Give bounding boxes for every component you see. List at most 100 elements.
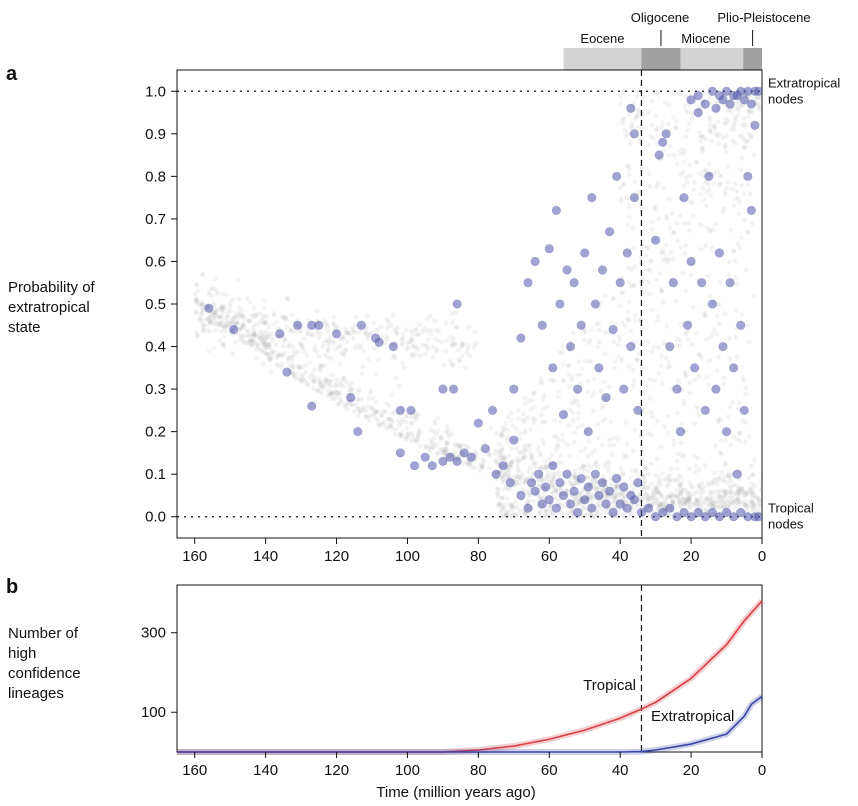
node-point: [679, 507, 689, 518]
panel-a-x-tick-label: 20: [683, 548, 700, 565]
panel-a-y-tick-label: 0.2: [145, 424, 166, 441]
node-point: [714, 512, 725, 522]
panel-b-ylabel-line-2: confidence: [8, 665, 81, 682]
panel-b-ylabel-line-1: high: [8, 645, 36, 662]
node-point: [438, 456, 448, 467]
node-point: [736, 320, 746, 330]
node-point: [601, 499, 611, 509]
node-point: [729, 363, 739, 373]
node-point: [466, 452, 476, 462]
node-point: [523, 503, 533, 513]
node-point: [612, 473, 622, 484]
panel-b-label: b: [6, 576, 18, 598]
epoch-label-2: Miocene: [681, 31, 730, 46]
panel-b-x-tick-label: 120: [324, 762, 349, 779]
node-point: [732, 469, 742, 479]
node-point: [690, 363, 700, 373]
panel-b-ylabel-line-3: lineages: [8, 685, 64, 702]
node-point: [704, 171, 714, 181]
node-point: [573, 384, 583, 394]
node-point: [633, 478, 643, 488]
node-point: [668, 278, 678, 288]
node-point: [498, 461, 508, 471]
node-point: [558, 410, 569, 420]
node-point: [750, 120, 760, 130]
node-point: [711, 384, 721, 394]
node-point: [675, 427, 686, 437]
node-point: [686, 256, 696, 267]
node-point: [544, 244, 554, 254]
node-point: [438, 384, 448, 394]
node-point: [643, 503, 654, 513]
node-point: [711, 103, 721, 113]
node-point: [562, 469, 572, 479]
node-point: [636, 507, 647, 518]
panel-a-x-tick-label: 160: [182, 548, 207, 565]
node-point: [601, 393, 611, 403]
node-point: [583, 427, 593, 437]
annotation-1-line-0: Tropical: [768, 501, 814, 516]
node-point: [395, 448, 405, 458]
node-point: [732, 90, 742, 101]
panel-a-y-tick-label: 0.9: [145, 126, 166, 143]
node-point: [739, 95, 749, 105]
node-point: [541, 482, 551, 492]
node-point: [739, 405, 749, 415]
panel-a-x-tick-label: 120: [324, 548, 349, 565]
node-point: [448, 384, 459, 394]
series-line-0: [177, 600, 763, 753]
x-axis-label: Time (million years ago): [376, 784, 536, 801]
panel-a-y-tick-label: 0.4: [145, 339, 166, 356]
epoch-label-0: Eocene: [580, 31, 624, 46]
node-point: [530, 256, 540, 267]
panel-a-label: a: [6, 63, 18, 85]
node-point: [523, 278, 533, 288]
node-point: [700, 99, 710, 109]
node-point: [555, 478, 565, 488]
panel-a-y-tick-label: 0.7: [145, 211, 166, 228]
node-point: [658, 137, 668, 147]
epoch-timescale-bar: Eocene Oligocene Miocene Plio-Pleistocene: [563, 10, 811, 70]
node-point: [569, 278, 579, 288]
node-point: [583, 482, 593, 492]
epoch-block-0: [563, 48, 642, 70]
node-point: [229, 324, 239, 335]
node-point: [721, 427, 732, 437]
node-point: [672, 512, 682, 522]
panel-a-x-tick-label: 40: [612, 548, 629, 565]
node-points: [204, 86, 762, 522]
node-point: [651, 512, 661, 522]
node-point: [718, 95, 728, 105]
node-point: [707, 299, 717, 309]
panel-b-x-tick-label: 0: [758, 762, 766, 779]
node-point: [353, 427, 363, 437]
node-point: [505, 478, 515, 488]
panel-b-y-tick-label: 100: [141, 704, 166, 721]
node-point: [725, 278, 735, 288]
node-point: [608, 507, 618, 518]
node-point: [565, 499, 576, 509]
node-point: [590, 299, 600, 309]
panel-a-x-tick-label: 80: [470, 548, 487, 565]
node-point: [615, 278, 625, 288]
annotation-0-line-0: Extratropical: [768, 75, 840, 90]
node-point: [537, 320, 547, 330]
node-point: [626, 490, 636, 501]
node-point: [594, 363, 604, 373]
panel-a-x-tick-label: 60: [541, 548, 558, 565]
panel-b-line-plot: Tropical Extratropical 160 140 120 100 80 60 40 2…: [141, 584, 766, 779]
node-point: [516, 333, 526, 343]
epoch-block-3: [743, 48, 762, 70]
node-point: [619, 482, 629, 492]
node-point: [576, 473, 586, 484]
node-point: [700, 405, 710, 415]
node-point: [420, 452, 430, 462]
node-point: [530, 486, 540, 496]
node-point: [729, 512, 739, 522]
series-label-tropical: Tropical: [583, 677, 636, 694]
node-point: [594, 490, 604, 501]
panel-b-y-tick-label: 300: [141, 625, 166, 642]
node-point: [331, 329, 342, 339]
node-point: [746, 99, 756, 109]
node-point: [204, 303, 214, 313]
